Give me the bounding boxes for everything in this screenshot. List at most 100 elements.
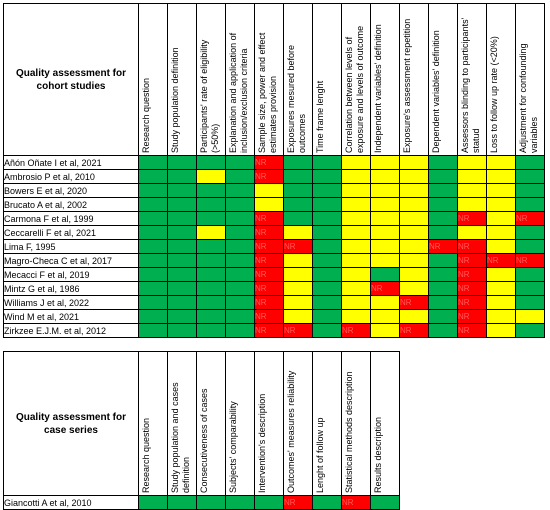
column-header-label: Adjustment for confounding variables [518, 43, 539, 153]
rating-cell [283, 211, 313, 226]
rating-cell [515, 239, 545, 254]
rating-cell [196, 495, 226, 510]
rating-cell [283, 225, 313, 240]
rating-cell [341, 225, 371, 240]
rating-cell [486, 155, 516, 170]
rating-cell [138, 281, 168, 296]
rating-cell [138, 155, 168, 170]
rating-cell [515, 281, 545, 296]
rating-cell [370, 309, 400, 324]
rating-cell [138, 225, 168, 240]
rating-cell [196, 239, 226, 254]
rating-cell [370, 295, 400, 310]
rating-cell [399, 183, 429, 198]
rating-cell [312, 211, 342, 226]
rating-cell [196, 155, 226, 170]
rating-cell [312, 225, 342, 240]
study-name: Wind M et al, 2021 [3, 309, 139, 324]
column-header-label: Research question [141, 417, 151, 493]
rating-cell [196, 281, 226, 296]
rating-cell: NR [457, 295, 487, 310]
rating-cell: NR [254, 295, 284, 310]
rating-cell [486, 225, 516, 240]
table-row: Ambrosio P et al, 2010 NR [3, 169, 545, 184]
column-header: Loss to follow up rate (<20%) [486, 3, 516, 156]
column-header-label: Assessors blinding to participants' stat… [460, 17, 481, 153]
rating-cell [428, 267, 458, 282]
rating-cell [486, 183, 516, 198]
rating-cell [225, 225, 255, 240]
rating-cell [225, 309, 255, 324]
rating-cell [341, 267, 371, 282]
rating-cell [312, 155, 342, 170]
rating-cell [167, 281, 197, 296]
rating-cell [341, 211, 371, 226]
rating-cell [486, 239, 516, 254]
rating-cell: NR [341, 323, 371, 338]
study-name: Williams J et al, 2022 [3, 295, 139, 310]
rating-cell [167, 323, 197, 338]
rating-cell [167, 295, 197, 310]
study-name: Magro-Checa C et al, 2017 [3, 253, 139, 268]
rating-cell [138, 495, 168, 510]
rating-cell [486, 323, 516, 338]
rating-cell [138, 211, 168, 226]
rating-cell [312, 253, 342, 268]
header-row: Quality assessment for cohort studies Res… [3, 3, 545, 156]
rating-cell [515, 309, 545, 324]
rating-cell [167, 253, 197, 268]
column-header: Adjustment for confounding variables [515, 3, 545, 156]
rating-cell [515, 295, 545, 310]
rating-cell [196, 197, 226, 212]
rating-cell [196, 169, 226, 184]
rating-cell: NR [457, 239, 487, 254]
rating-cell [312, 295, 342, 310]
study-name: Añón Oñate I et al, 2021 [3, 155, 139, 170]
rating-cell: NR [457, 323, 487, 338]
rating-cell [399, 169, 429, 184]
rating-cell [225, 239, 255, 254]
rating-cell: NR [515, 253, 545, 268]
column-header-label: Outcomes' measures reliability [286, 370, 296, 493]
rating-cell [370, 225, 400, 240]
rating-cell [428, 323, 458, 338]
rating-cell [428, 309, 458, 324]
rating-cell: NR [254, 323, 284, 338]
column-header-label: Explanation and application of inclusion… [228, 32, 249, 153]
rating-cell [312, 169, 342, 184]
rating-cell [167, 155, 197, 170]
rating-cell [283, 197, 313, 212]
table-row: Lima F, 1995 NR NR NR NR [3, 239, 545, 254]
rating-cell [254, 197, 284, 212]
rating-cell [486, 309, 516, 324]
rating-cell [515, 183, 545, 198]
rating-cell [167, 495, 197, 510]
rating-cell [225, 323, 255, 338]
rating-cell: NR [283, 323, 313, 338]
table-row: Ceccarelli F et al, 2021 NR [3, 225, 545, 240]
column-header: Results description [370, 351, 400, 496]
column-header: Time frame lenght [312, 3, 342, 156]
rating-cell [138, 253, 168, 268]
column-header: Statistical methods description [341, 351, 371, 496]
rating-cell [225, 295, 255, 310]
rating-cell [428, 211, 458, 226]
rating-cell [370, 197, 400, 212]
column-header: Study population and cases definition [167, 351, 197, 496]
rating-cell [167, 267, 197, 282]
column-header-label: Correlation between levels of exposure a… [344, 25, 365, 153]
rating-cell [370, 169, 400, 184]
rating-cell [515, 155, 545, 170]
column-header: Intervention's description [254, 351, 284, 496]
rating-cell [312, 267, 342, 282]
column-header: Research question [138, 3, 168, 156]
column-header-label: Time frame lenght [315, 80, 325, 153]
rating-cell: NR [283, 495, 313, 510]
column-header: Study population definition [167, 3, 197, 156]
column-header: Assessors blinding to participants' stat… [457, 3, 487, 156]
rating-cell [341, 155, 371, 170]
column-header-label: Results description [373, 416, 383, 493]
rating-cell [457, 169, 487, 184]
study-name: Ambrosio P et al, 2010 [3, 169, 139, 184]
study-name: Giancotti A et al, 2010 [3, 495, 139, 510]
